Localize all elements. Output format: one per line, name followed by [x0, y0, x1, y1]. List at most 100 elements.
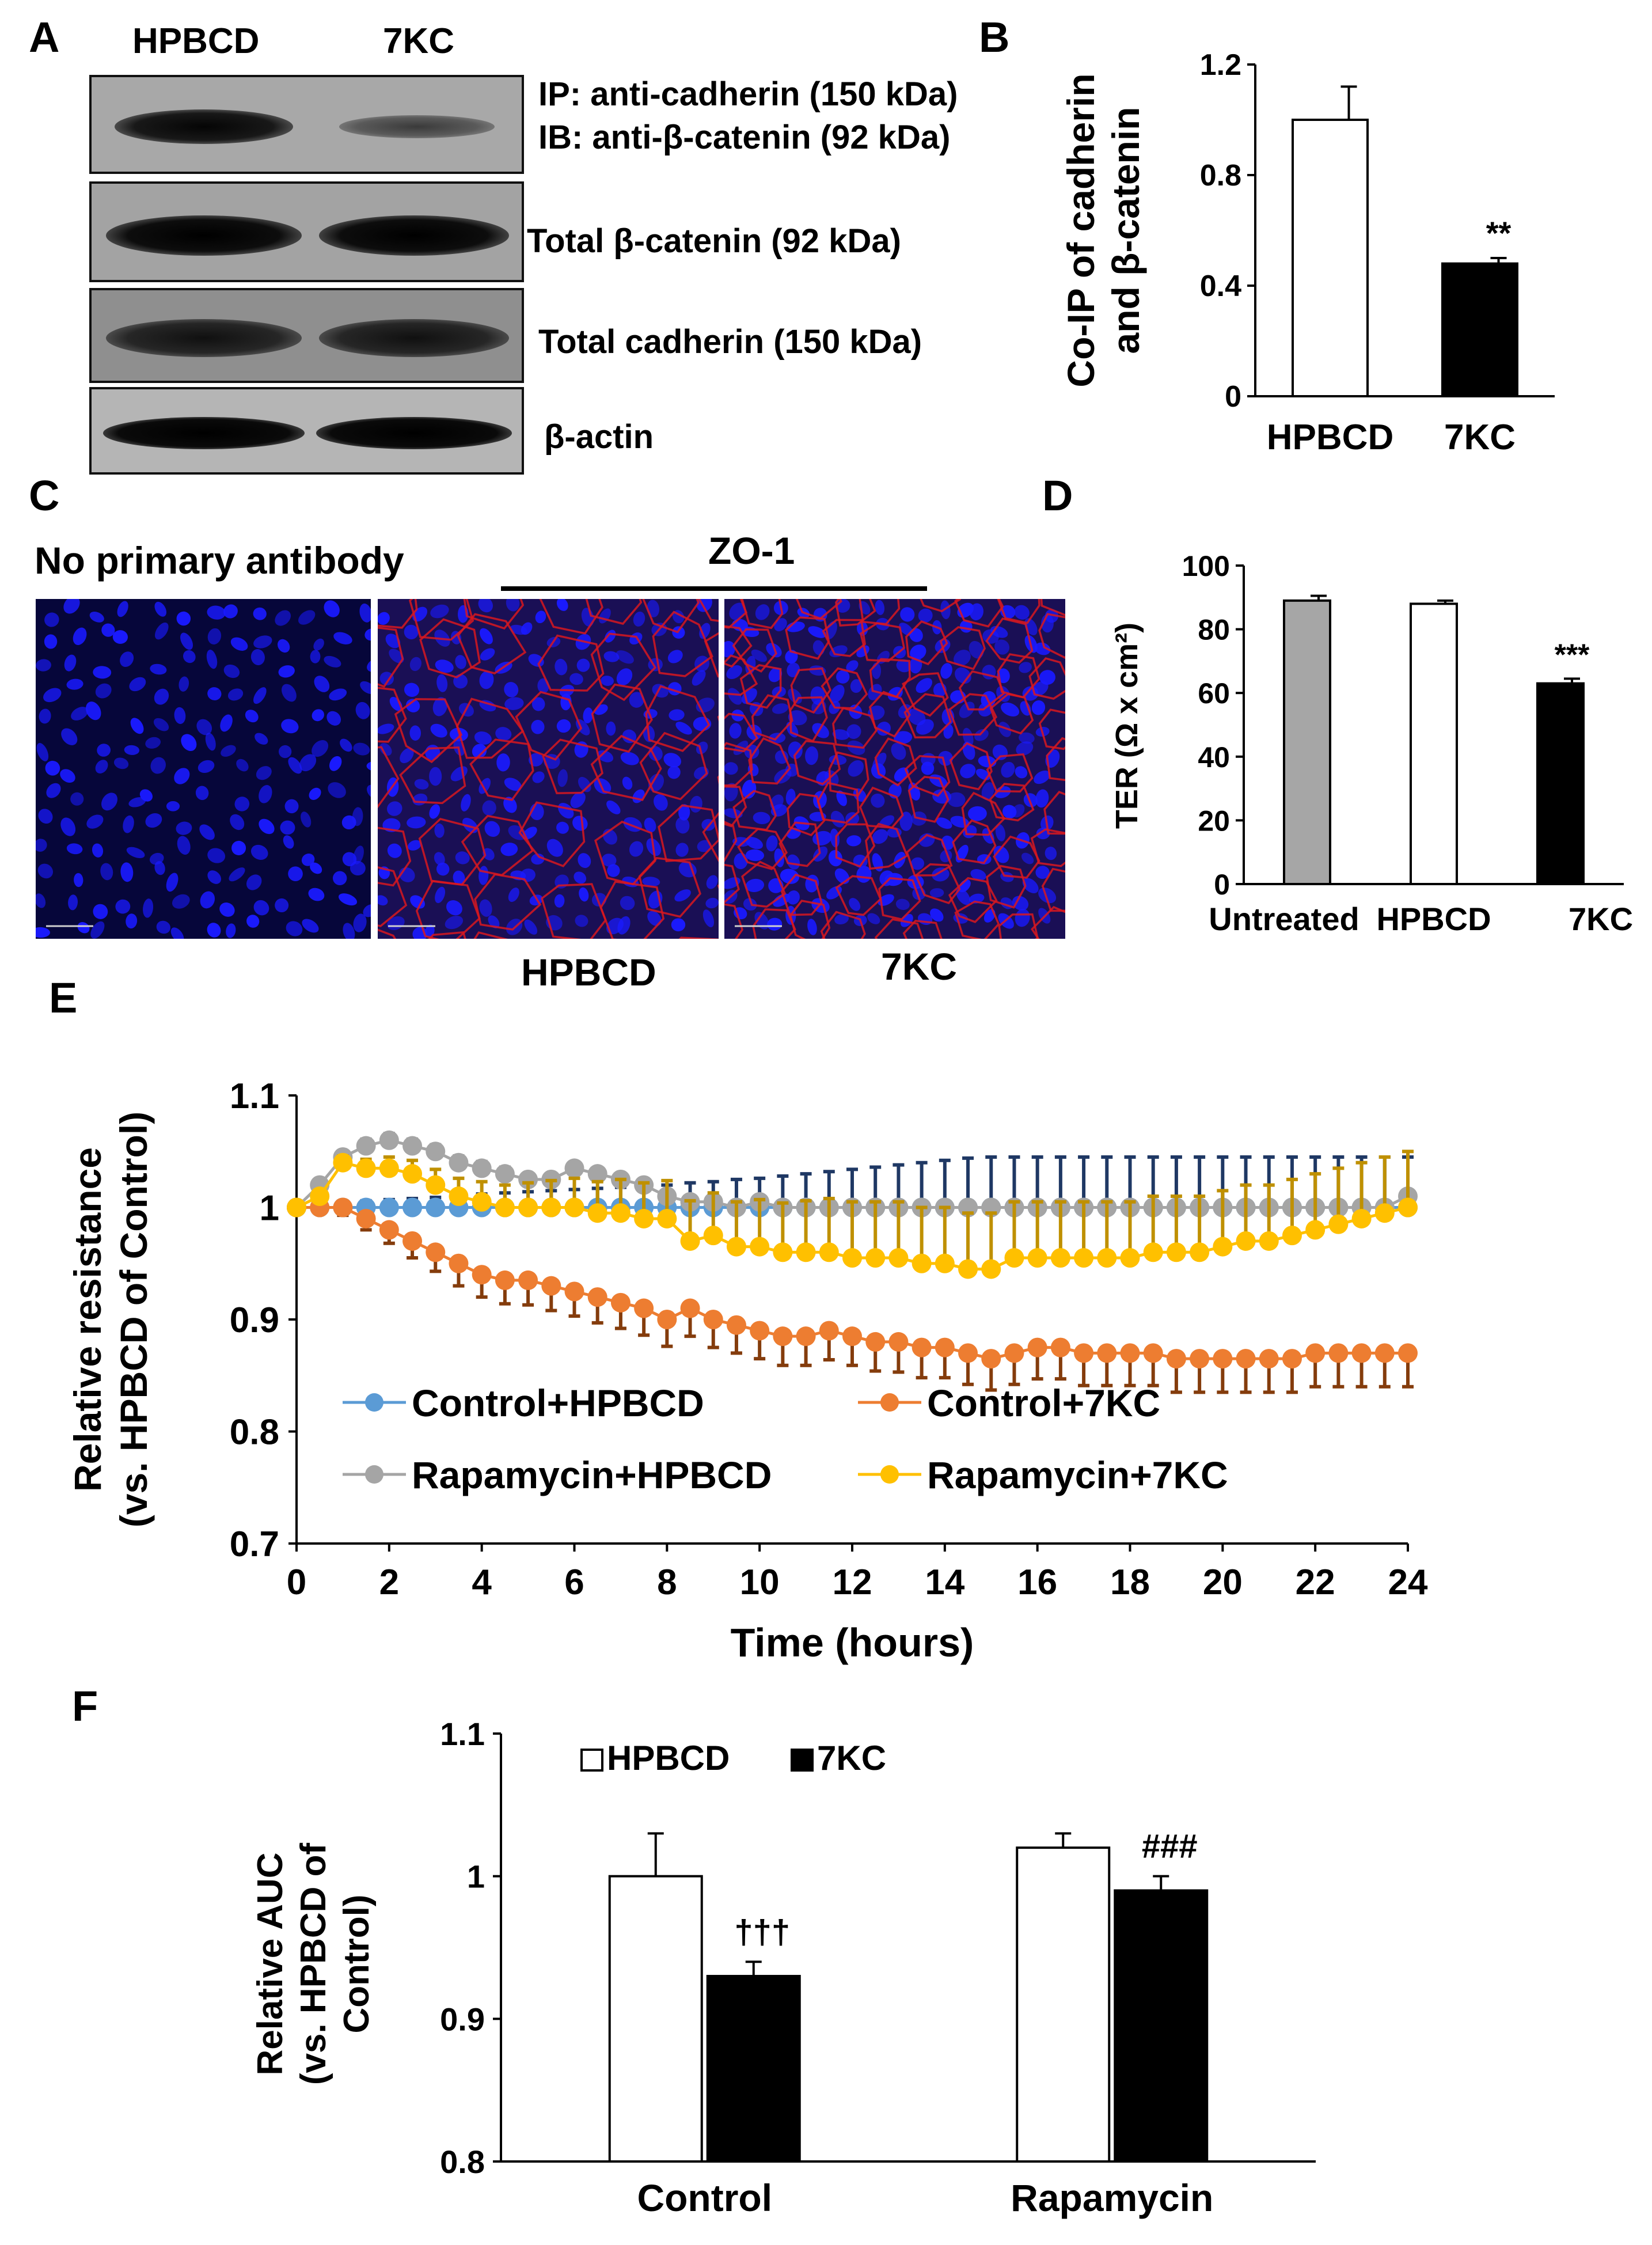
- zo1-junction: [1041, 867, 1065, 912]
- nucleus: [872, 829, 888, 844]
- zo1-junction: [748, 737, 791, 785]
- data-point-control+7kc: [564, 1281, 584, 1302]
- data-point-control+hpbcd: [379, 1197, 399, 1218]
- zo1-junction: [585, 599, 643, 625]
- lane-label-7kc: 7KC: [383, 21, 455, 61]
- zo1-junction: [378, 826, 412, 887]
- nucleus: [603, 651, 620, 662]
- zo1-junction: [399, 746, 466, 805]
- nucleus: [726, 665, 742, 680]
- nucleus: [480, 628, 493, 644]
- micrograph-7kc: [724, 599, 1065, 939]
- nucleus: [1034, 770, 1050, 784]
- x-axis-title: Time (hours): [731, 1620, 974, 1665]
- blot-row-total-cadherin: [89, 288, 524, 383]
- zo1-junction: [378, 866, 408, 927]
- nucleus: [697, 840, 712, 852]
- zo1-junction: [739, 663, 782, 709]
- nucleus: [461, 794, 471, 811]
- nucleus: [705, 897, 719, 909]
- data-point-control+7kc: [680, 1298, 700, 1318]
- nucleus: [301, 853, 315, 866]
- data-point-rapamycin+hpbcd: [379, 1130, 399, 1150]
- zo1-junction: [906, 833, 953, 877]
- zo1-junction: [989, 693, 1034, 735]
- data-point-rapamycin+7kc: [773, 1242, 793, 1262]
- zo1-junction: [1031, 906, 1065, 939]
- zo1-junction: [790, 667, 831, 714]
- x-category-label: Rapamycin: [1011, 2176, 1213, 2219]
- data-point-control+7kc: [842, 1326, 862, 1347]
- nucleus: [570, 791, 586, 809]
- zo1-junction: [874, 737, 917, 787]
- nucleus: [578, 776, 591, 792]
- legend-label-hpbcd: HPBCD: [607, 1739, 730, 1777]
- data-point-rapamycin+7kc: [935, 1253, 955, 1273]
- data-point-control+7kc: [1166, 1349, 1186, 1369]
- nucleus: [126, 913, 138, 929]
- nucleus: [71, 707, 89, 720]
- nucleus: [699, 623, 711, 639]
- nucleus: [667, 765, 681, 779]
- bar-7kc: [1536, 682, 1585, 885]
- nucleus: [283, 835, 294, 849]
- nucleus: [834, 913, 849, 925]
- nucleus: [183, 650, 196, 663]
- data-point-rapamycin+7kc: [819, 1242, 839, 1262]
- nucleus: [531, 719, 545, 734]
- nucleus: [179, 676, 189, 692]
- nucleus: [115, 899, 131, 914]
- y-axis-title-line1: Relative resistance: [66, 1147, 109, 1492]
- data-point-control+7kc: [333, 1197, 353, 1218]
- zo1-junction: [986, 864, 1027, 909]
- micrograph-no-primary: [36, 599, 371, 939]
- nucleus: [569, 673, 583, 685]
- nucleus: [44, 612, 59, 627]
- nucleus: [1011, 804, 1025, 818]
- nucleus: [780, 869, 799, 884]
- nucleus: [205, 733, 216, 751]
- nucleus: [166, 873, 179, 892]
- nucleus: [434, 852, 445, 866]
- zo1-junction: [954, 599, 1004, 628]
- zo1-junction: [419, 618, 481, 678]
- nucleus: [995, 824, 1006, 841]
- zo1-junction: [902, 672, 949, 717]
- nucleus: [253, 900, 269, 916]
- nucleus: [359, 603, 371, 623]
- nucleus: [910, 644, 926, 660]
- nucleus: [871, 793, 885, 808]
- nucleus: [129, 677, 146, 692]
- nucleus: [310, 650, 321, 663]
- zo1-junction: [591, 683, 653, 753]
- nucleus: [832, 729, 850, 740]
- zo1-junction: [645, 685, 711, 752]
- nucleus: [378, 723, 394, 734]
- data-point-control+hpbcd: [426, 1197, 446, 1218]
- blot-band: [106, 215, 302, 256]
- y-tick-label: 0.9: [230, 1300, 279, 1340]
- nucleus: [445, 916, 464, 930]
- chart-f: 0.8 0.9 1 1.1 ††† Control ### Rapamycin HPBCD 7KC…: [250, 1716, 1316, 2219]
- nucleus: [786, 621, 805, 632]
- nucleus: [675, 817, 690, 834]
- nucleus: [314, 676, 330, 692]
- nucleus: [221, 745, 236, 757]
- nucleus: [236, 759, 249, 772]
- nucleus: [1019, 732, 1035, 744]
- nucleus: [605, 629, 616, 643]
- data-point-rapamycin+7kc: [1374, 1203, 1395, 1223]
- data-point-rapamycin+hpbcd: [356, 1136, 376, 1156]
- legend-marker-rapamycin+hpbcd: [365, 1465, 383, 1484]
- blot-label-beta-actin: β-actin: [544, 418, 654, 456]
- data-point-rapamycin+7kc: [1259, 1231, 1279, 1251]
- y-tick-label: 0.4: [1200, 270, 1241, 303]
- nucleus: [970, 869, 986, 881]
- nucleus: [943, 724, 954, 739]
- nucleus: [281, 719, 299, 734]
- data-point-control+7kc: [1374, 1343, 1395, 1363]
- nucleus: [255, 733, 268, 745]
- y-tick-label: 0.8: [1200, 159, 1241, 192]
- nucleus: [594, 778, 612, 794]
